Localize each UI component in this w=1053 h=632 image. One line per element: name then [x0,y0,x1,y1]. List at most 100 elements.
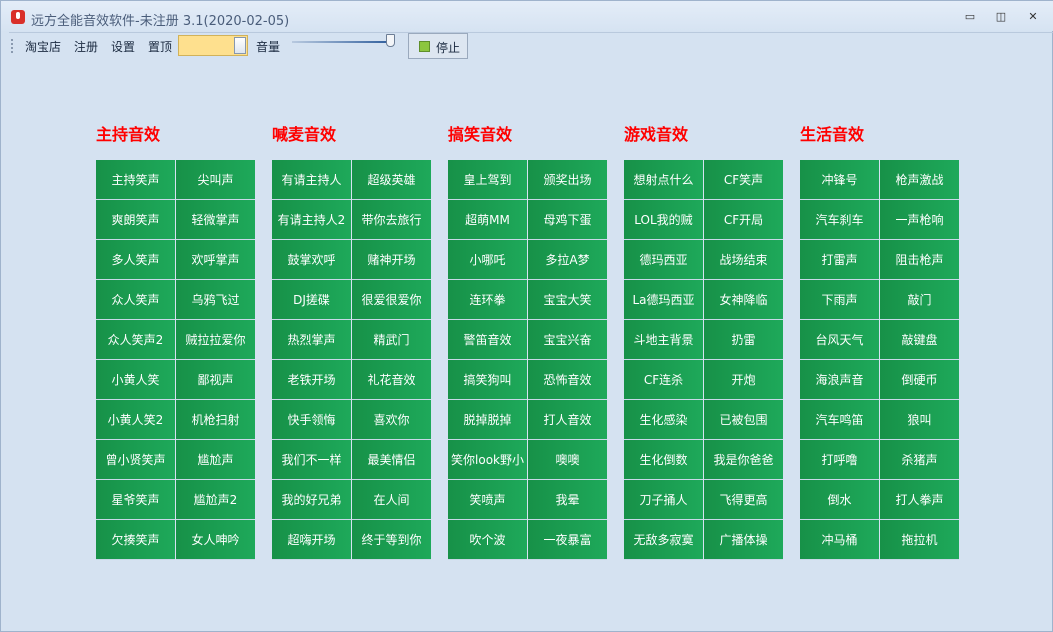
sound-button[interactable]: 脱掉脱掉 [448,400,527,440]
sound-button[interactable]: 超嗨开场 [272,520,351,560]
sound-button[interactable]: 在人间 [352,480,431,520]
sound-button[interactable]: 台风天气 [800,320,879,360]
sound-button[interactable]: 搞笑狗叫 [448,360,527,400]
sound-button[interactable]: 尴尬声 [176,440,255,480]
sound-button[interactable]: 打人音效 [528,400,607,440]
sound-button[interactable]: 多拉A梦 [528,240,607,280]
sound-button[interactable]: 很爱很爱你 [352,280,431,320]
sound-button[interactable]: 拖拉机 [880,520,959,560]
sound-button[interactable]: 轻微掌声 [176,200,255,240]
sound-button[interactable]: 无敌多寂寞 [624,520,703,560]
sound-button[interactable]: 我的好兄弟 [272,480,351,520]
sound-button[interactable]: 尴尬声2 [176,480,255,520]
sound-button[interactable]: 笑你look野小 [448,440,527,480]
sound-button[interactable]: 多人笑声 [96,240,175,280]
sound-button[interactable]: 礼花音效 [352,360,431,400]
sound-button[interactable]: 贼拉拉爱你 [176,320,255,360]
sound-button[interactable]: 斗地主背景 [624,320,703,360]
sound-button[interactable]: 打呼噜 [800,440,879,480]
sound-button[interactable]: 警笛音效 [448,320,527,360]
sound-button[interactable]: 下雨声 [800,280,879,320]
sound-button[interactable]: 吹个波 [448,520,527,560]
sound-button[interactable]: 超级英雄 [352,160,431,200]
sound-button[interactable]: 终于等到你 [352,520,431,560]
sound-button[interactable]: 我们不一样 [272,440,351,480]
sound-button[interactable]: 有请主持人2 [272,200,351,240]
sound-button[interactable]: 最美情侣 [352,440,431,480]
sound-button[interactable]: 敲门 [880,280,959,320]
sound-button[interactable]: 阻击枪声 [880,240,959,280]
sound-button[interactable]: 汽车刹车 [800,200,879,240]
sound-button[interactable]: 宝宝兴奋 [528,320,607,360]
sound-button[interactable]: 枪声激战 [880,160,959,200]
sound-button[interactable]: 欢呼掌声 [176,240,255,280]
pin-toggle[interactable] [178,35,248,56]
sound-button[interactable]: 小黄人笑 [96,360,175,400]
sound-button[interactable]: 生化倒数 [624,440,703,480]
sound-button[interactable]: 开炮 [704,360,783,400]
sound-button[interactable]: 一夜暴富 [528,520,607,560]
restore-button[interactable]: ◫ [995,10,1007,23]
sound-button[interactable]: 汽车鸣笛 [800,400,879,440]
sound-button[interactable]: 狼叫 [880,400,959,440]
sound-button[interactable]: 宝宝大笑 [528,280,607,320]
sound-button[interactable]: 精武门 [352,320,431,360]
sound-button[interactable]: 海浪声音 [800,360,879,400]
sound-button[interactable]: 颁奖出场 [528,160,607,200]
sound-button[interactable]: 扔雷 [704,320,783,360]
minimize-button[interactable]: ▭ [964,10,976,23]
volume-slider-thumb[interactable] [386,34,395,47]
sound-button[interactable]: 已被包围 [704,400,783,440]
sound-button[interactable]: 皇上驾到 [448,160,527,200]
sound-button[interactable]: 主持笑声 [96,160,175,200]
sound-button[interactable]: 小黄人笑2 [96,400,175,440]
sound-button[interactable]: 德玛西亚 [624,240,703,280]
sound-button[interactable]: 笑喷声 [448,480,527,520]
sound-button[interactable]: 赌神开场 [352,240,431,280]
sound-button[interactable]: 刀子捅人 [624,480,703,520]
sound-button[interactable]: 热烈掌声 [272,320,351,360]
sound-button[interactable]: 飞得更高 [704,480,783,520]
sound-button[interactable]: 倒水 [800,480,879,520]
sound-button[interactable]: 机枪扫射 [176,400,255,440]
sound-button[interactable]: 老铁开场 [272,360,351,400]
sound-button[interactable]: 想射点什么 [624,160,703,200]
toolbar-grip[interactable] [11,39,13,53]
sound-button[interactable]: 敲键盘 [880,320,959,360]
sound-button[interactable]: 鼓掌欢呼 [272,240,351,280]
sound-button[interactable]: DJ搓碟 [272,280,351,320]
sound-button[interactable]: 连环拳 [448,280,527,320]
sound-button[interactable]: 我晕 [528,480,607,520]
sound-button[interactable]: 女人呻吟 [176,520,255,560]
sound-button[interactable]: La德玛西亚 [624,280,703,320]
sound-button[interactable]: 鄙视声 [176,360,255,400]
sound-button[interactable]: 女神降临 [704,280,783,320]
sound-button[interactable]: 乌鸦飞过 [176,280,255,320]
sound-button[interactable]: CF连杀 [624,360,703,400]
stop-button[interactable]: 停止 [408,33,468,59]
sound-button[interactable]: CF开局 [704,200,783,240]
sound-button[interactable]: 欠揍笑声 [96,520,175,560]
sound-button[interactable]: 母鸡下蛋 [528,200,607,240]
sound-button[interactable]: LOL我的贼 [624,200,703,240]
toggle-knob[interactable] [234,37,246,54]
sound-button[interactable]: 众人笑声 [96,280,175,320]
sound-button[interactable]: 曾小贤笑声 [96,440,175,480]
sound-button[interactable]: 有请主持人 [272,160,351,200]
sound-button[interactable]: 恐怖音效 [528,360,607,400]
sound-button[interactable]: 战场结束 [704,240,783,280]
sound-button[interactable]: 冲马桶 [800,520,879,560]
sound-button[interactable]: 杀猪声 [880,440,959,480]
sound-button[interactable]: 打人拳声 [880,480,959,520]
sound-button[interactable]: 小哪吒 [448,240,527,280]
sound-button[interactable]: 噢噢 [528,440,607,480]
sound-button[interactable]: 打雷声 [800,240,879,280]
sound-button[interactable]: 带你去旅行 [352,200,431,240]
volume-slider[interactable] [292,41,392,43]
sound-button[interactable]: 一声枪响 [880,200,959,240]
sound-button[interactable]: 冲锋号 [800,160,879,200]
sound-button[interactable]: 生化感染 [624,400,703,440]
shop-menu[interactable]: 淘宝店 [25,40,62,54]
sound-button[interactable]: 爽朗笑声 [96,200,175,240]
sound-button[interactable]: CF笑声 [704,160,783,200]
